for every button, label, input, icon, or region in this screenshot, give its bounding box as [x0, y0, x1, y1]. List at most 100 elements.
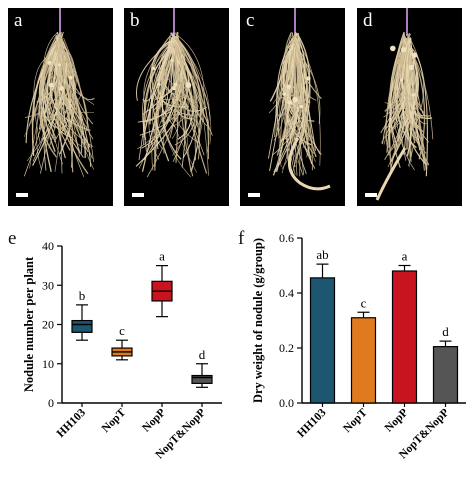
- root-strand: [47, 50, 95, 113]
- x-tick-label: NopP: [140, 407, 168, 435]
- panel-label-f: f: [238, 228, 245, 249]
- y-tick-label: 40: [42, 239, 54, 253]
- nodule: [157, 82, 161, 86]
- box-iqr: [191, 374, 213, 384]
- y-tick-label: 0.4: [279, 286, 294, 300]
- root-strand: [177, 41, 209, 176]
- box-iqr: [71, 319, 93, 333]
- scale-bar: [132, 193, 144, 197]
- scale-bar: [248, 193, 260, 197]
- root-strand: [61, 32, 93, 159]
- root-strand: [404, 44, 430, 166]
- nodule: [400, 46, 407, 53]
- y-tick-label: 0.2: [279, 341, 294, 355]
- nodule: [390, 45, 396, 52]
- root-strand: [293, 41, 317, 158]
- root-strand: [277, 33, 292, 117]
- root-strand: [295, 32, 311, 141]
- nodule: [185, 82, 192, 89]
- significance-letter: a: [159, 249, 165, 264]
- root-strand: [57, 36, 62, 131]
- root-strand: [409, 37, 426, 117]
- root-strand: [25, 41, 59, 144]
- root-strand: [63, 37, 81, 100]
- root-strand: [146, 51, 185, 178]
- panel-label-e: e: [8, 228, 17, 249]
- nodule: [287, 100, 293, 105]
- y-tick-label: 0.6: [279, 231, 294, 245]
- nodule: [59, 86, 64, 91]
- root-strand: [149, 43, 173, 122]
- y-tick-label: 30: [42, 278, 54, 292]
- significance-letter: a: [402, 249, 408, 264]
- root-strand: [138, 46, 171, 161]
- nodule: [48, 83, 52, 87]
- root-strand: [293, 48, 311, 104]
- y-tick-label: 20: [42, 318, 54, 332]
- root-strand: [31, 31, 63, 124]
- nodule: [151, 66, 156, 71]
- root-strand: [55, 38, 87, 144]
- root-photo-c: c: [240, 8, 345, 206]
- root-photo-a: a: [8, 8, 113, 206]
- y-tick-label: 0: [48, 396, 54, 410]
- root-strand: [49, 42, 91, 131]
- root-photo-d: d: [357, 8, 462, 206]
- nodule: [400, 78, 404, 82]
- root-strand: [273, 31, 306, 173]
- root-strand: [176, 37, 209, 160]
- nodule: [292, 96, 299, 103]
- x-tick-label: NopP: [383, 407, 411, 435]
- nodule: [306, 76, 311, 81]
- root-photo-b: b: [124, 8, 229, 206]
- x-tick-label: HH103: [55, 406, 89, 440]
- nodule: [170, 58, 174, 62]
- nodule: [174, 83, 178, 87]
- root-system-image: [23, 8, 95, 177]
- significance-letter: c: [361, 295, 367, 310]
- nodule: [286, 84, 291, 90]
- nodule-number-boxplot: 0 10 20 30 40 Nodule number per plant b HH103 c N…: [22, 239, 222, 461]
- root-strand: [375, 147, 407, 201]
- root-strand: [163, 42, 176, 119]
- root-strand: [276, 40, 294, 139]
- root-system-image: [267, 8, 331, 191]
- root-strand: [283, 43, 297, 108]
- root-strand: [143, 39, 183, 161]
- nodule: [57, 63, 62, 67]
- y-tick-label: 10: [42, 357, 54, 371]
- photo-label: d: [363, 10, 373, 31]
- nodule: [282, 92, 287, 96]
- root-strand: [137, 41, 182, 123]
- box-nopt: [111, 339, 133, 361]
- root-strand: [385, 33, 406, 156]
- root-strand: [388, 32, 405, 148]
- nodule: [47, 60, 52, 65]
- root-strand: [59, 40, 83, 154]
- significance-letter: b: [79, 288, 86, 303]
- root-strand: [55, 49, 66, 159]
- significance-letter: ab: [316, 247, 328, 262]
- root-strand: [57, 50, 74, 173]
- root-strand: [176, 39, 197, 111]
- root-strand: [54, 34, 63, 172]
- nodule-weight-barchart: 0.0 0.2 0.4 0.6 Dry weight of nodule (g/grou…: [251, 231, 466, 461]
- nodule: [411, 93, 415, 97]
- x-tick-label: NopT: [341, 406, 370, 435]
- box-nopp: [151, 265, 173, 318]
- photo-label: b: [130, 10, 140, 31]
- root-strand: [288, 137, 331, 191]
- photo-label: a: [14, 10, 23, 31]
- root-strand: [292, 37, 321, 166]
- scale-bar: [365, 193, 377, 197]
- nodule: [408, 64, 414, 71]
- nodule: [172, 86, 176, 91]
- nodule: [68, 75, 73, 80]
- x-tick-label: NopT: [100, 406, 129, 435]
- root-strand: [281, 46, 302, 106]
- scale-bar: [16, 193, 28, 197]
- root-strand: [174, 38, 197, 146]
- root-strand: [277, 47, 296, 122]
- bar-nopt: [350, 317, 377, 404]
- box-hh103: [71, 304, 93, 341]
